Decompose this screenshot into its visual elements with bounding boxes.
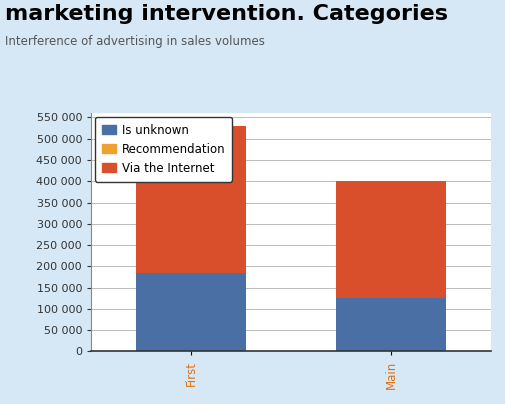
Text: Interference of advertising in sales volumes: Interference of advertising in sales vol… [5,36,265,48]
Bar [335,181,445,298]
Legend: Is unknown, Recommendation, Via the Internet: Is unknown, Recommendation, Via the Inte… [94,117,232,182]
Bar [136,273,245,351]
Bar [335,298,445,351]
Text: marketing intervention. Categories: marketing intervention. Categories [5,4,447,24]
Bar [136,126,245,273]
